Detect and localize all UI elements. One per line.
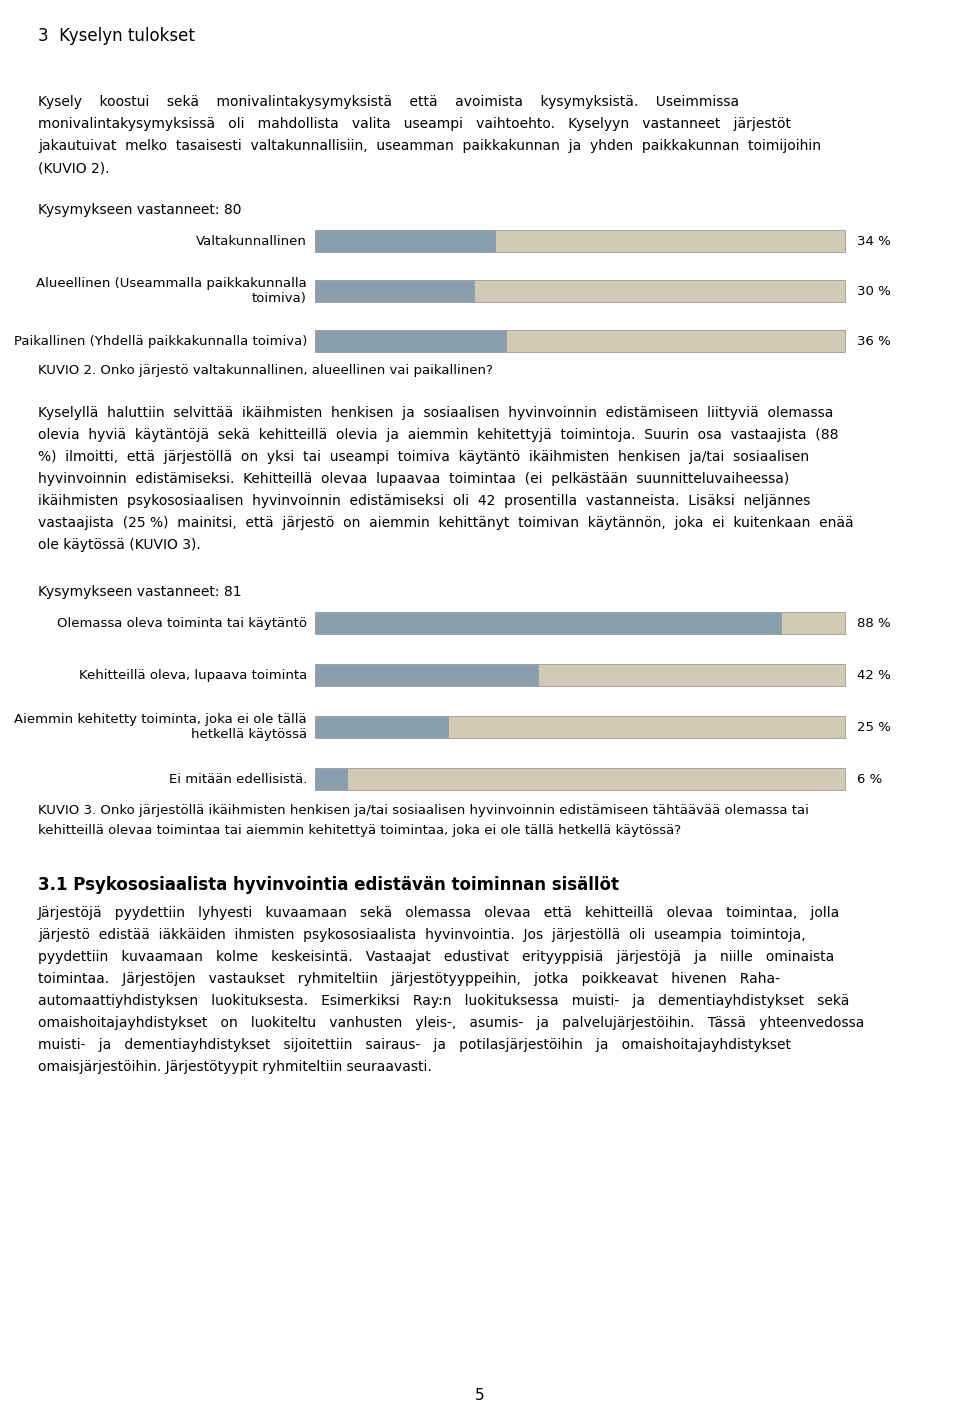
Text: kehitteillä olevaa toimintaa tai aiemmin kehitettyä toimintaa, joka ei ole tällä: kehitteillä olevaa toimintaa tai aiemmin… (38, 824, 682, 836)
Text: (KUVIO 2).: (KUVIO 2). (38, 161, 109, 175)
Text: KUVIO 2. Onko järjestö valtakunnallinen, alueellinen vai paikallinen?: KUVIO 2. Onko järjestö valtakunnallinen,… (38, 363, 492, 378)
Text: ole käytössä (KUVIO 3).: ole käytössä (KUVIO 3). (38, 539, 201, 551)
Bar (315, 715, 447, 738)
Text: 88 %: 88 % (857, 617, 891, 630)
Bar (315, 229, 495, 252)
Text: 3.1 Psykososiaalista hyvinvointia edistävän toiminnan sisällöt: 3.1 Psykososiaalista hyvinvointia edistä… (38, 876, 619, 893)
Bar (447, 715, 845, 738)
Text: vastaajista  (25 %)  mainitsi,  että  järjestö  on  aiemmin  kehittänyt  toimiva: vastaajista (25 %) mainitsi, että järjes… (38, 516, 853, 530)
Text: omaishoitajayhdistykset   on   luokiteltu   vanhusten   yleis-,   asumis-   ja  : omaishoitajayhdistykset on luokiteltu va… (38, 1016, 864, 1030)
Text: toimintaa.   Järjestöjen   vastaukset   ryhmiteltiin   järjestötyyppeihin,   jot: toimintaa. Järjestöjen vastaukset ryhmit… (38, 972, 780, 986)
Text: 30 %: 30 % (857, 285, 891, 298)
Bar (495, 229, 845, 252)
Text: jakautuivat  melko  tasaisesti  valtakunnallisiin,  useamman  paikkakunnan  ja  : jakautuivat melko tasaisesti valtakunnal… (38, 140, 821, 152)
Text: 42 %: 42 % (857, 668, 891, 681)
Text: Valtakunnallinen: Valtakunnallinen (196, 235, 307, 248)
Bar (506, 331, 845, 352)
Text: ikäihmisten  psykososiaalisen  hyvinvoinnin  edistämiseksi  oli  42  prosentilla: ikäihmisten psykososiaalisen hyvinvoinni… (38, 494, 810, 507)
Text: Kyselyllä  haluttiin  selvittää  ikäihmisten  henkisen  ja  sosiaalisen  hyvinvo: Kyselyllä haluttiin selvittää ikäihmiste… (38, 406, 833, 420)
Bar (315, 611, 781, 634)
Bar (315, 279, 474, 302)
Text: Kehitteillä oleva, lupaava toiminta: Kehitteillä oleva, lupaava toiminta (79, 668, 307, 681)
Text: 34 %: 34 % (857, 235, 891, 248)
Bar (538, 664, 845, 685)
Text: muisti-   ja   dementiayhdistykset   sijoitettiin   sairaus-   ja   potilasjärje: muisti- ja dementiayhdistykset sijoitett… (38, 1037, 791, 1052)
Text: Kysymykseen vastanneet: 81: Kysymykseen vastanneet: 81 (38, 586, 242, 598)
Text: Järjestöjä   pyydettiin   lyhyesti   kuvaamaan   sekä   olemassa   olevaa   että: Järjestöjä pyydettiin lyhyesti kuvaamaan… (38, 906, 840, 921)
Text: Kysymykseen vastanneet: 80: Kysymykseen vastanneet: 80 (38, 202, 242, 217)
Text: Olemassa oleva toiminta tai käytäntö: Olemassa oleva toiminta tai käytäntö (57, 617, 307, 630)
Bar (315, 664, 538, 685)
Text: Paikallinen (Yhdellä paikkakunnalla toimiva): Paikallinen (Yhdellä paikkakunnalla toim… (13, 335, 307, 348)
Text: omaisjärjestöihin. Järjestötyypit ryhmiteltiin seuraavasti.: omaisjärjestöihin. Järjestötyypit ryhmit… (38, 1060, 432, 1074)
Text: järjestö  edistää  iäkkäiden  ihmisten  psykososiaalista  hyvinvointia.  Jos  jä: järjestö edistää iäkkäiden ihmisten psyk… (38, 928, 805, 942)
Text: 6 %: 6 % (857, 772, 882, 785)
Text: %)  ilmoitti,  että  järjestöllä  on  yksi  tai  useampi  toimiva  käytäntö  ikä: %) ilmoitti, että järjestöllä on yksi ta… (38, 450, 809, 465)
Text: automaattiyhdistyksen   luokituksesta.   Esimerkiksi   Ray:n   luokituksessa   m: automaattiyhdistyksen luokituksesta. Esi… (38, 995, 850, 1007)
Text: monivalintakysymyksissä   oli   mahdollista   valita   useampi   vaihtoehto.   K: monivalintakysymyksissä oli mahdollista … (38, 117, 791, 131)
Bar (781, 611, 845, 634)
Text: 5: 5 (475, 1388, 485, 1402)
Bar (474, 279, 845, 302)
Text: Ei mitään edellisistä.: Ei mitään edellisistä. (169, 772, 307, 785)
Bar (347, 768, 845, 789)
Text: 3  Kyselyn tulokset: 3 Kyselyn tulokset (38, 27, 195, 46)
Text: Kysely    koostui    sekä    monivalintakysymyksistä    että    avoimista    kys: Kysely koostui sekä monivalintakysymyksi… (38, 95, 739, 108)
Text: KUVIO 3. Onko järjestöllä ikäihmisten henkisen ja/tai sosiaalisen hyvinvoinnin e: KUVIO 3. Onko järjestöllä ikäihmisten he… (38, 804, 809, 817)
Text: 25 %: 25 % (857, 721, 891, 734)
Text: olevia  hyviä  käytäntöjä  sekä  kehitteillä  olevia  ja  aiemmin  kehitettyjä  : olevia hyviä käytäntöjä sekä kehitteillä… (38, 428, 838, 442)
Text: 36 %: 36 % (857, 335, 891, 348)
Text: pyydettiin   kuvaamaan   kolme   keskeisintä.   Vastaajat   edustivat   erityypp: pyydettiin kuvaamaan kolme keskeisintä. … (38, 950, 834, 963)
Bar (315, 768, 347, 789)
Bar (315, 331, 506, 352)
Text: hyvinvoinnin  edistämiseksi.  Kehitteillä  olevaa  lupaavaa  toimintaa  (ei  pel: hyvinvoinnin edistämiseksi. Kehitteillä … (38, 472, 789, 486)
Text: Aiemmin kehitetty toiminta, joka ei ole tällä
hetkellä käytössä: Aiemmin kehitetty toiminta, joka ei ole … (14, 712, 307, 741)
Text: Alueellinen (Useammalla paikkakunnalla
toimiva): Alueellinen (Useammalla paikkakunnalla t… (36, 276, 307, 305)
